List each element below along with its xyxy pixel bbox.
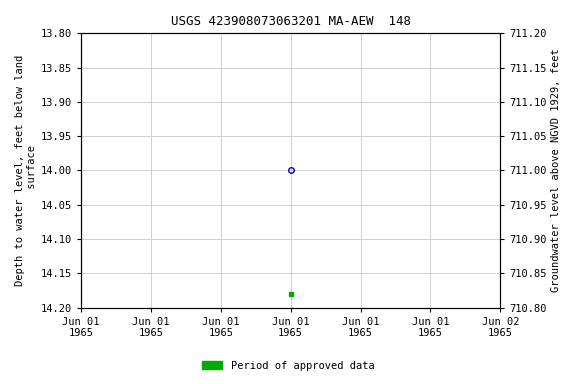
Legend: Period of approved data: Period of approved data	[198, 357, 378, 375]
Y-axis label: Groundwater level above NGVD 1929, feet: Groundwater level above NGVD 1929, feet	[551, 49, 561, 292]
Y-axis label: Depth to water level, feet below land
 surface: Depth to water level, feet below land su…	[15, 55, 37, 286]
Title: USGS 423908073063201 MA-AEW  148: USGS 423908073063201 MA-AEW 148	[170, 15, 411, 28]
